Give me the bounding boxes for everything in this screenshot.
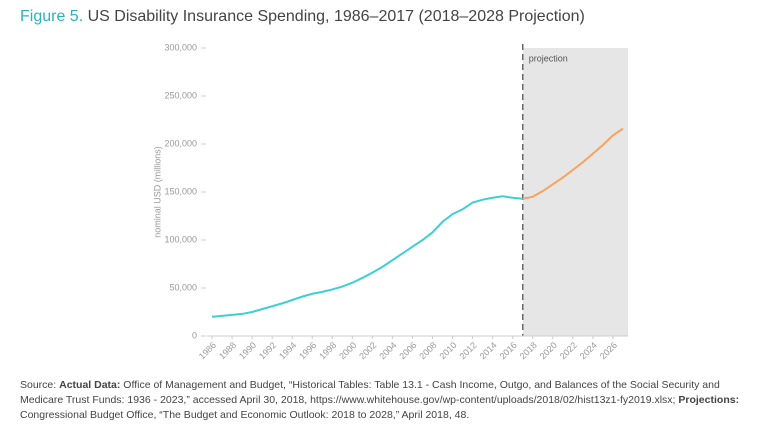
actual-text: Office of Management and Budget, “Histor… xyxy=(20,379,720,406)
y-axis-label: nominal USD (millions) xyxy=(152,146,162,238)
x-tick-label: 2016 xyxy=(498,340,519,361)
x-tick-label: 1988 xyxy=(217,340,238,361)
x-tick-label: 1994 xyxy=(277,340,298,361)
x-tick-label: 2006 xyxy=(397,340,418,361)
y-tick-label: 100,000 xyxy=(164,234,197,244)
x-tick-label: 2020 xyxy=(538,340,559,361)
x-tick-label: 1990 xyxy=(237,340,258,361)
y-tick-label: 300,000 xyxy=(164,42,197,52)
x-tick-label: 2024 xyxy=(578,340,599,361)
x-tick-label: 1986 xyxy=(197,340,218,361)
y-tick-label: 0 xyxy=(192,330,197,340)
x-tick-label: 2008 xyxy=(417,340,438,361)
chart: nominal USD (millions) projection 0 50,000… xyxy=(152,42,628,361)
y-tick-label: 150,000 xyxy=(164,186,197,196)
series-line xyxy=(211,195,523,318)
title-label: Figure 5. xyxy=(20,8,84,25)
y-tick-label: 200,000 xyxy=(164,138,197,148)
x-tick-label: 2018 xyxy=(518,340,539,361)
x-tick-label: 2004 xyxy=(377,340,398,361)
x-tick-label: 2012 xyxy=(457,340,478,361)
x-tick-label: 2022 xyxy=(558,340,579,361)
annotation: projection xyxy=(529,53,568,63)
y-tick-label: 50,000 xyxy=(169,282,197,292)
x-tick-label: 2014 xyxy=(478,340,499,361)
chart-title: Figure 5. US Disability Insurance Spendi… xyxy=(20,8,585,26)
projections-label: Projections: xyxy=(678,394,740,406)
x-tick-label: 2026 xyxy=(598,340,619,361)
series-line xyxy=(522,127,624,200)
x-tick-label: 2000 xyxy=(337,340,358,361)
x-tick-label: 2002 xyxy=(357,340,378,361)
projection-area xyxy=(522,48,628,336)
y-tick-label: 250,000 xyxy=(164,90,197,100)
title-text: US Disability Insurance Spending, 1986–2… xyxy=(87,8,585,25)
source-label: Source: xyxy=(20,379,57,391)
x-tick-label: 2010 xyxy=(437,340,458,361)
x-tick-label: 1996 xyxy=(297,340,318,361)
x-tick-label: 1998 xyxy=(317,340,338,361)
actual-label: Actual Data: xyxy=(59,379,121,391)
projections-text: Congressional Budget Office, “The Budget… xyxy=(20,409,470,421)
source-note: Source: Actual Data: Office of Managemen… xyxy=(20,378,755,423)
x-tick-label: 1992 xyxy=(257,340,278,361)
